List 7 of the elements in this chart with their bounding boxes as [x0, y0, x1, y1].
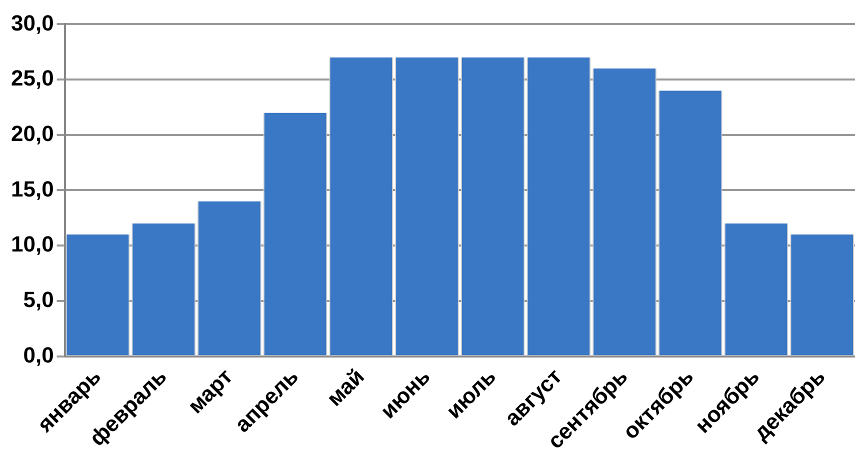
y-tick-label: 25,0: [10, 66, 54, 91]
y-tick-label: 0,0: [23, 342, 54, 368]
y-tick-label: 20,0: [10, 120, 54, 146]
y-tick-label: 10,0: [10, 232, 54, 257]
y-tick-label: 15,0: [10, 176, 54, 202]
y-tick-label: 5,0: [23, 286, 54, 312]
y-tick-label: 30,0: [10, 10, 54, 36]
